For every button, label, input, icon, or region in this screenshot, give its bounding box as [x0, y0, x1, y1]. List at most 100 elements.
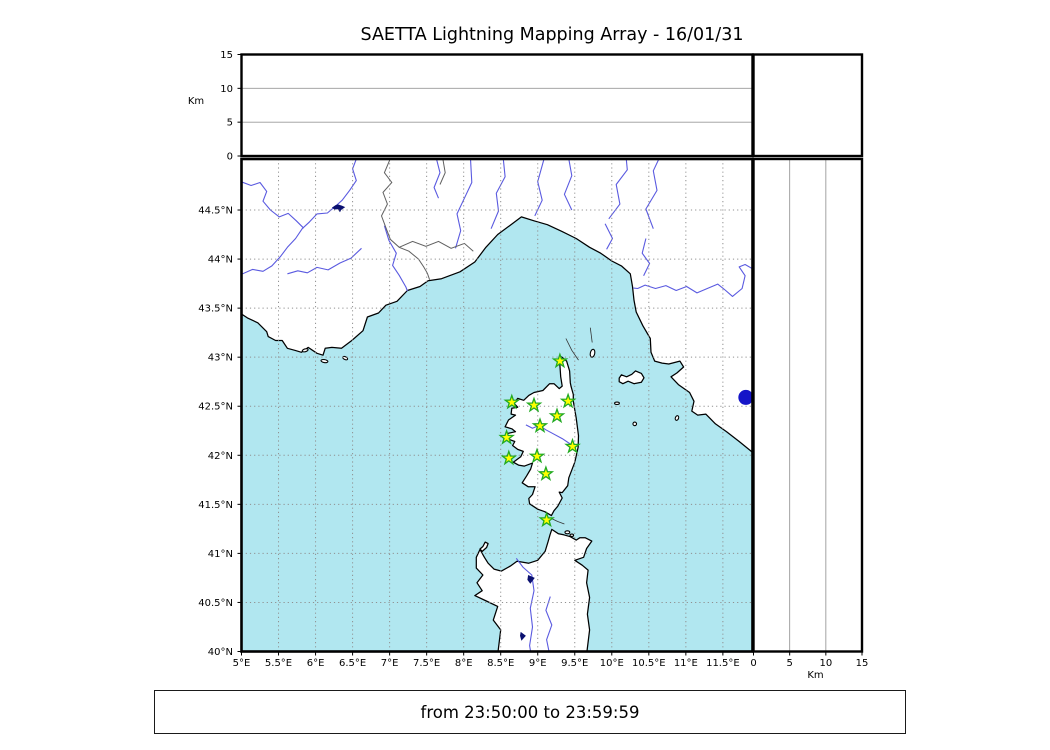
small-island	[569, 533, 575, 537]
river	[563, 159, 573, 211]
map-x-tick-label: 8°E	[455, 658, 473, 669]
map-axes: 5°E 5.5°E 6°E 6.5°E 7°E 7.5°E 8°E 8.5°E 9°E 9.5°E…	[198, 206, 739, 669]
alt-lat-axis-label: Km	[807, 670, 823, 681]
small-island	[632, 421, 638, 427]
station-marker	[538, 511, 555, 528]
river	[645, 159, 660, 229]
river	[490, 159, 506, 229]
coastlines	[241, 159, 753, 652]
country-border	[439, 159, 446, 185]
alt-lon-bg	[241, 54, 753, 156]
station-marker	[551, 352, 569, 369]
corner-border	[752, 53, 864, 158]
small-island	[589, 348, 596, 358]
map-x-tick-label: 11°E	[674, 658, 698, 669]
map-y-tick-label: 44°N	[208, 255, 233, 266]
lake-coghinas	[527, 575, 535, 584]
river	[604, 223, 614, 250]
alt-lat-tick-label: 10	[819, 658, 832, 669]
river	[515, 557, 535, 652]
small-island	[564, 530, 571, 535]
map-x-tick-label: 6°E	[307, 658, 325, 669]
river	[608, 159, 628, 220]
alt-lat-border	[752, 157, 864, 653]
station-marker	[503, 393, 521, 410]
map-x-tick-label: 5.5°E	[265, 658, 292, 669]
alt-lon-tick-label: 10	[220, 84, 233, 95]
station-marker	[531, 417, 549, 434]
alt-lon-tick-label: 0	[227, 152, 233, 163]
map-y-tick-label: 40°N	[208, 647, 233, 658]
country-borders	[380, 159, 474, 280]
map-x-tick-label: 7°E	[381, 658, 399, 669]
river	[383, 225, 408, 292]
map-panel	[241, 159, 753, 652]
mainland-coast	[241, 159, 753, 454]
alt-lon-tick-label: 15	[220, 50, 233, 61]
station-marker	[548, 407, 566, 424]
alt-lat-tick-label: 15	[856, 658, 869, 669]
time-range-box: from 23:50:00 to 23:59:59	[154, 690, 906, 734]
river	[454, 159, 473, 249]
river	[534, 159, 545, 217]
lake-omodeo	[520, 631, 526, 641]
map-x-tick-label: 9.5°E	[561, 658, 588, 669]
map-y-tick-label: 43°N	[208, 353, 233, 364]
line-feature	[589, 327, 593, 343]
map-x-tick-label: 10.5°E	[632, 658, 666, 669]
lakes	[331, 204, 535, 641]
river	[287, 247, 362, 275]
station-marker	[537, 465, 555, 482]
small-island	[614, 401, 620, 406]
station-marker	[564, 437, 581, 454]
station-marker	[498, 428, 515, 445]
line-feature	[565, 338, 579, 361]
elba-island	[618, 370, 645, 385]
alt-lat-panel: 0 5 10 15 Km	[750, 157, 869, 681]
country-border	[380, 159, 431, 280]
map-x-tick-label: 10°E	[600, 658, 624, 669]
map-x-tick-label: 11.5°E	[706, 658, 740, 669]
small-island	[301, 348, 309, 353]
map-x-tick-label: 8.5°E	[487, 658, 514, 669]
alt-lon-panel: 0 5 10 15 Km	[188, 50, 754, 163]
sardinia-coast	[474, 528, 593, 652]
station-marker	[559, 392, 577, 409]
alt-lat-tick-label: 0	[750, 658, 756, 669]
graticule	[241, 159, 753, 652]
river	[641, 238, 651, 276]
map-y-tick-label: 44.5°N	[198, 206, 233, 217]
figure-title: SAETTA Lightning Mapping Array - 16/01/3…	[360, 25, 744, 45]
station-markers	[498, 352, 581, 528]
unused-corner-panel	[752, 53, 864, 158]
station-marker	[500, 449, 518, 466]
alt-lat-tick-label: 5	[786, 658, 792, 669]
rivers	[241, 159, 753, 652]
lake-serre-poncon	[331, 204, 346, 213]
river	[433, 159, 441, 199]
map-x-tick-label: 6.5°E	[339, 658, 366, 669]
map-y-tick-label: 42°N	[208, 451, 233, 462]
river	[241, 159, 357, 275]
map-y-tick-label: 41.5°N	[198, 500, 233, 511]
asinara-island	[479, 541, 489, 553]
station-marker	[525, 396, 543, 413]
station-marker	[528, 447, 546, 464]
map-y-tick-label: 41°N	[208, 549, 233, 560]
small-island	[320, 358, 329, 364]
alt-lon-tick-label: 5	[227, 118, 233, 129]
river	[545, 596, 553, 652]
map-x-tick-label: 9°E	[529, 658, 547, 669]
river	[633, 263, 753, 297]
map-y-tick-label: 40.5°N	[198, 598, 233, 609]
river	[525, 424, 573, 446]
map-y-tick-label: 42.5°N	[198, 402, 233, 413]
alt-lon-axis-label: Km	[188, 96, 204, 107]
map-x-tick-label: 7.5°E	[413, 658, 440, 669]
time-range-text: from 23:50:00 to 23:59:59	[420, 702, 640, 722]
country-border	[398, 240, 474, 252]
river	[241, 181, 305, 229]
lake-bolsena	[738, 389, 753, 405]
